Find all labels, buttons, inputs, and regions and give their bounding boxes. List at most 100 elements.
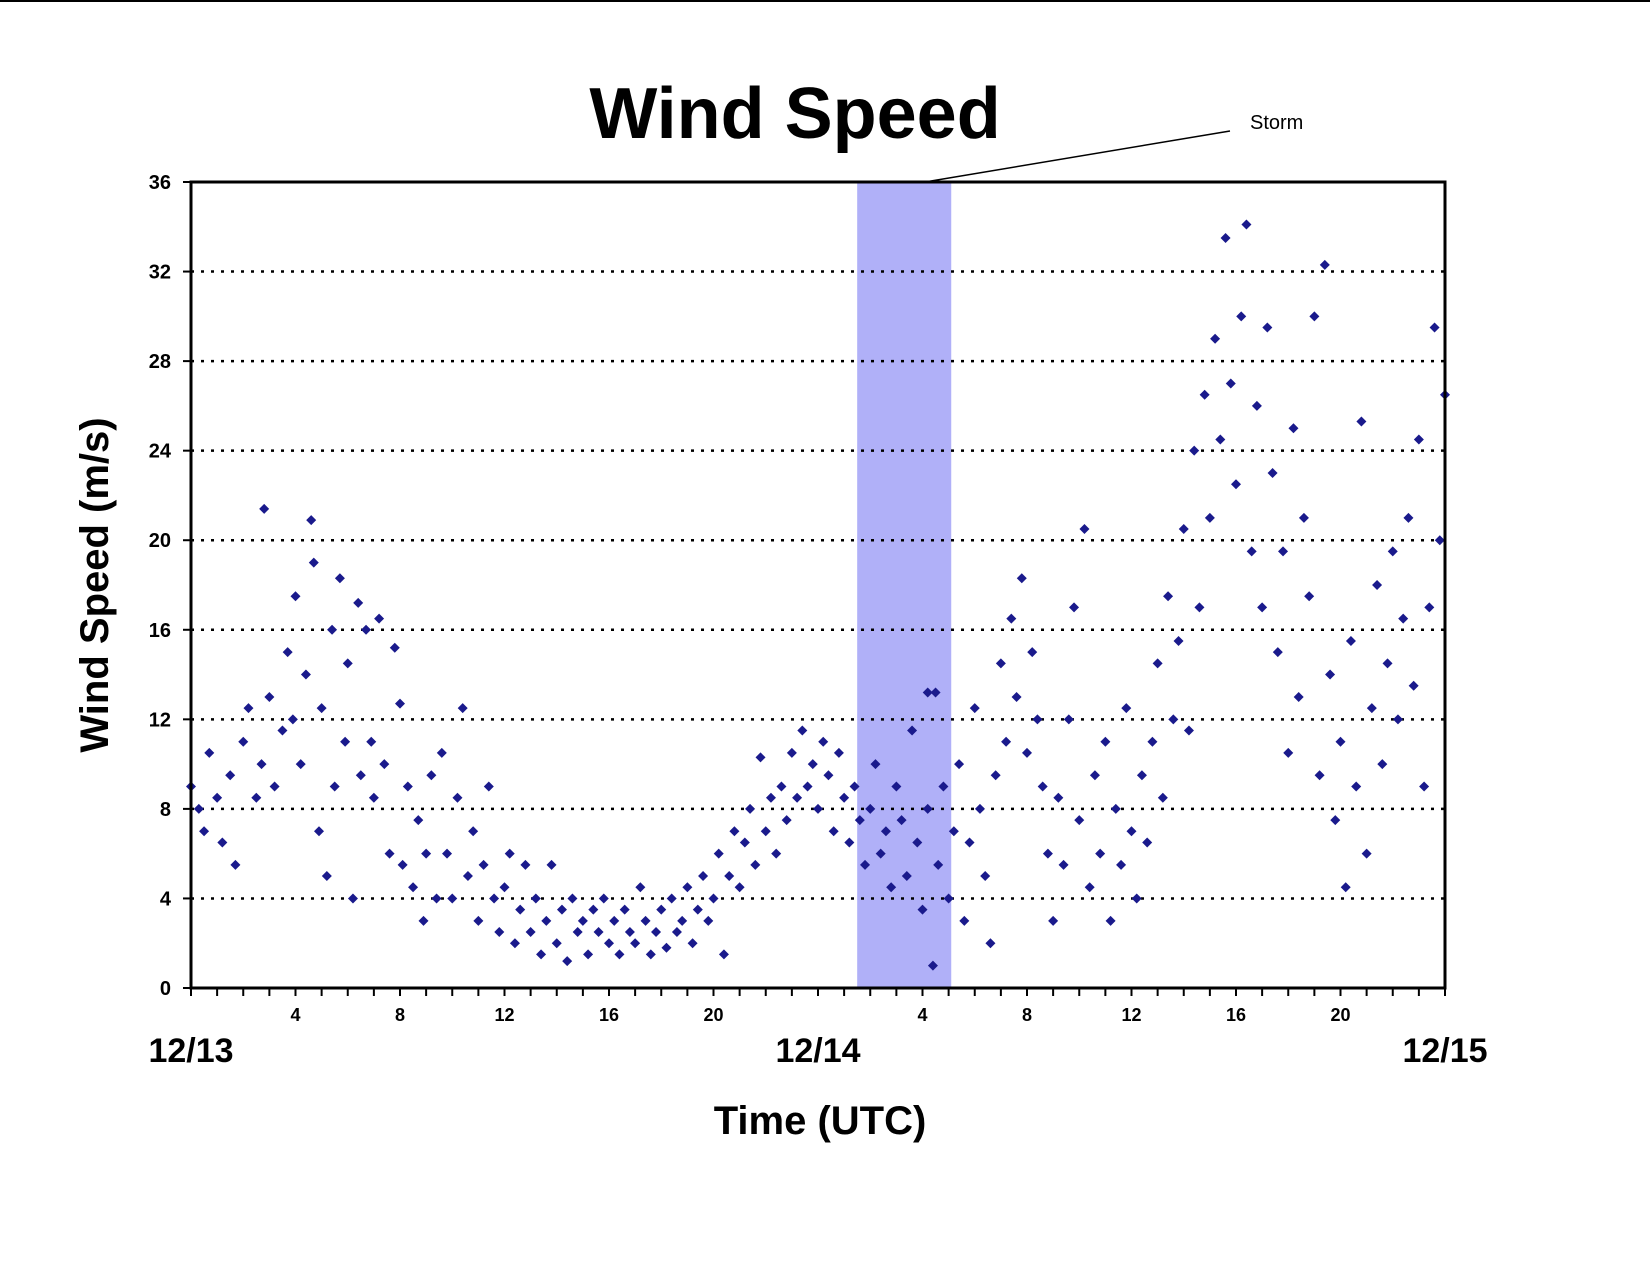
data-point <box>703 915 714 926</box>
data-point <box>442 848 453 859</box>
data-point <box>1069 602 1080 613</box>
data-point <box>1131 893 1142 904</box>
data-point <box>671 927 682 938</box>
data-point <box>489 893 500 904</box>
data-point <box>389 642 400 653</box>
data-point <box>1429 322 1440 333</box>
data-point <box>755 752 766 763</box>
data-point <box>930 687 941 698</box>
data-point <box>1006 613 1017 624</box>
data-point <box>938 781 949 792</box>
data-point <box>917 904 928 915</box>
data-point <box>384 848 395 859</box>
data-point <box>342 658 353 669</box>
data-point <box>1382 658 1393 669</box>
data-point <box>760 826 771 837</box>
data-point <box>431 893 442 904</box>
data-point <box>969 703 980 714</box>
data-point <box>844 837 855 848</box>
y-axis-ticks: 0 4 8 12 16 20 24 28 32 36 <box>149 172 191 1000</box>
data-point <box>604 938 614 949</box>
data-point <box>739 837 750 848</box>
data-point <box>1063 714 1074 725</box>
data-point <box>413 815 424 826</box>
x-tick-label: 20 <box>1330 1005 1350 1025</box>
data-point <box>896 815 907 826</box>
data-point <box>316 703 327 714</box>
data-point <box>640 915 651 926</box>
data-point <box>1309 311 1320 322</box>
data-point <box>546 859 557 870</box>
data-point <box>1366 703 1377 714</box>
data-point <box>251 792 262 803</box>
data-point <box>217 837 228 848</box>
data-point <box>457 703 468 714</box>
data-point <box>1163 591 1174 602</box>
data-point <box>807 759 818 770</box>
data-point <box>572 927 583 938</box>
data-point <box>1288 423 1299 434</box>
data-point <box>1345 635 1356 646</box>
data-point <box>1215 434 1226 445</box>
data-point <box>692 904 703 915</box>
data-point <box>839 792 850 803</box>
data-point <box>499 882 510 893</box>
x-tick-label: 12 <box>1121 1005 1141 1025</box>
x-tick-label: 8 <box>1022 1005 1032 1025</box>
data-point <box>619 904 630 915</box>
data-point <box>556 904 567 915</box>
data-point <box>828 826 839 837</box>
data-point <box>901 871 912 882</box>
data-point <box>583 949 594 960</box>
data-point <box>995 658 1006 669</box>
y-tick-label: 8 <box>160 799 171 821</box>
data-point <box>462 871 473 882</box>
data-point <box>314 826 325 837</box>
data-point <box>645 949 656 960</box>
data-point <box>290 591 301 602</box>
data-point <box>515 904 526 915</box>
data-point <box>1136 770 1147 781</box>
x-tick-label: 8 <box>395 1005 405 1025</box>
data-point <box>954 759 965 770</box>
y-tick-label: 20 <box>149 530 171 552</box>
data-point <box>1089 770 1100 781</box>
data-point <box>541 915 552 926</box>
data-point <box>635 882 646 893</box>
data-point <box>494 927 505 938</box>
data-point <box>1110 803 1121 814</box>
data-point <box>577 915 588 926</box>
data-point <box>366 736 377 747</box>
data-point <box>776 781 787 792</box>
data-point <box>886 882 897 893</box>
data-point <box>334 573 345 584</box>
data-point <box>786 747 797 758</box>
chart-title: Wind Speed <box>589 74 1000 154</box>
data-point <box>1278 546 1289 557</box>
data-point <box>1194 602 1205 613</box>
data-point <box>1168 714 1179 725</box>
data-point <box>212 792 223 803</box>
data-point <box>651 927 662 938</box>
data-point <box>765 792 776 803</box>
x-tick-label: 20 <box>703 1005 723 1025</box>
data-point <box>509 938 520 949</box>
data-point <box>1058 859 1069 870</box>
data-point <box>426 770 437 781</box>
data-point <box>204 747 215 758</box>
data-point <box>1032 714 1043 725</box>
data-point <box>230 859 241 870</box>
data-point <box>870 759 881 770</box>
x-axis-date-labels: 12/13 12/14 12/15 <box>148 1032 1487 1070</box>
data-point <box>282 647 293 658</box>
data-point <box>1105 915 1116 926</box>
data-point <box>1298 512 1309 523</box>
data-point <box>225 770 236 781</box>
data-point <box>1220 232 1231 243</box>
data-point <box>1042 848 1053 859</box>
data-point <box>943 893 954 904</box>
data-point <box>1001 736 1012 747</box>
data-point <box>860 859 871 870</box>
data-point <box>1372 580 1383 590</box>
data-point <box>355 770 366 781</box>
